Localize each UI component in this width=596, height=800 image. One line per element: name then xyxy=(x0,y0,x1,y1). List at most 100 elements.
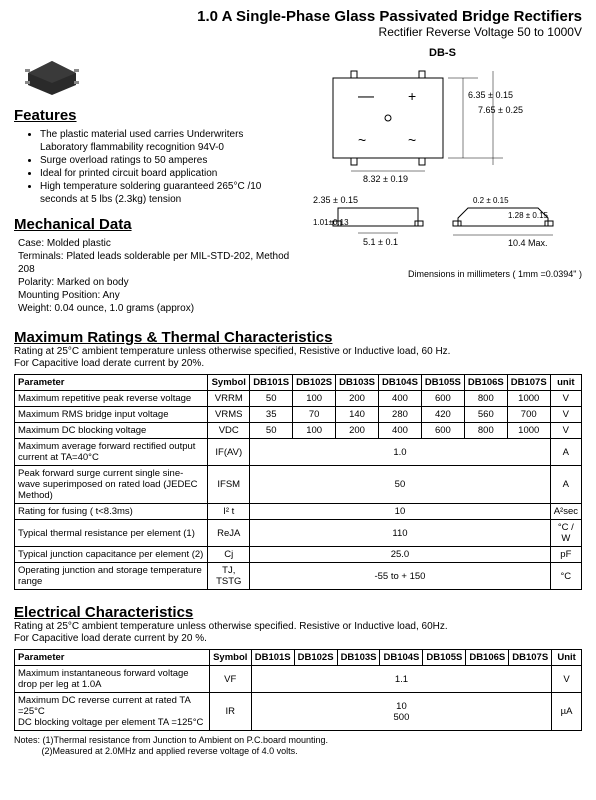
table-row: Rating for fusing ( t<8.3ms)I² t10A²sec xyxy=(15,504,582,520)
value-cell: 10 500 xyxy=(251,693,551,731)
feature-item: The plastic material used carries Underw… xyxy=(40,128,293,154)
table-header: DB101S xyxy=(251,650,294,666)
table-row: Typical junction capacitance per element… xyxy=(15,547,582,563)
value-cell: 800 xyxy=(464,423,507,439)
table-row: Typical thermal resistance per element (… xyxy=(15,520,582,547)
value-cell: 1.1 xyxy=(251,666,551,693)
symbol-cell: IR xyxy=(209,693,251,731)
svg-text:~: ~ xyxy=(358,132,366,148)
param-cell: Maximum RMS bridge input voltage xyxy=(15,407,208,423)
value-cell: 600 xyxy=(421,423,464,439)
table-header: DB104S xyxy=(379,375,422,391)
page-title: 1.0 A Single-Phase Glass Passivated Brid… xyxy=(14,8,582,25)
value-cell: 200 xyxy=(336,391,379,407)
unit-cell: °C xyxy=(550,563,581,590)
table-row: Maximum instantaneous forward voltage dr… xyxy=(15,666,582,693)
svg-text:6.35 ± 0.15: 6.35 ± 0.15 xyxy=(468,90,513,100)
value-cell: 140 xyxy=(336,407,379,423)
table-header: Parameter xyxy=(15,375,208,391)
mech-mounting: Mounting Position: Any xyxy=(18,289,293,302)
value-cell: -55 to + 150 xyxy=(250,563,550,590)
value-cell: 1000 xyxy=(507,423,550,439)
electrical-table: ParameterSymbolDB101SDB102SDB103SDB104SD… xyxy=(14,649,582,731)
ratings-heading: Maximum Ratings & Thermal Characteristic… xyxy=(14,329,582,346)
unit-cell: A xyxy=(550,439,581,466)
value-cell: 400 xyxy=(379,423,422,439)
table-header: DB106S xyxy=(466,650,509,666)
ratings-table: ParameterSymbolDB101SDB102SDB103SDB104SD… xyxy=(14,374,582,590)
unit-cell: A²sec xyxy=(550,504,581,520)
symbol-cell: VRRM xyxy=(208,391,250,407)
symbol-cell: IF(AV) xyxy=(208,439,250,466)
param-cell: Maximum repetitive peak reverse voltage xyxy=(15,391,208,407)
svg-text:10.4 Max.: 10.4 Max. xyxy=(508,238,548,248)
value-cell: 400 xyxy=(379,391,422,407)
svg-text:7.65 ± 0.25: 7.65 ± 0.25 xyxy=(478,105,523,115)
value-cell: 25.0 xyxy=(250,547,550,563)
symbol-cell: VDC xyxy=(208,423,250,439)
table-header: DB104S xyxy=(380,650,423,666)
value-cell: 700 xyxy=(507,407,550,423)
table-row: Maximum average forward rectified output… xyxy=(15,439,582,466)
table-row: Operating junction and storage temperatu… xyxy=(15,563,582,590)
symbol-cell: VRMS xyxy=(208,407,250,423)
mech-terminals: Terminals: Plated leads solderable per M… xyxy=(18,250,293,276)
svg-text:8.32 ± 0.19: 8.32 ± 0.19 xyxy=(363,174,408,184)
param-cell: Maximum DC blocking voltage xyxy=(15,423,208,439)
svg-text:1.01±0.13: 1.01±0.13 xyxy=(313,218,349,227)
param-cell: Operating junction and storage temperatu… xyxy=(15,563,208,590)
table-header: DB103S xyxy=(337,650,380,666)
value-cell: 1000 xyxy=(507,391,550,407)
table-row: Maximum repetitive peak reverse voltageV… xyxy=(15,391,582,407)
dimension-drawing-icon: — + ~ ~ 6.35 ± 0.15 7.65 ± 0.25 8.32 ± 0… xyxy=(313,63,573,263)
table-header: DB102S xyxy=(293,375,336,391)
package-drawing: DB-S — + ~ ~ 6.35 ± 0.15 7.65 ± 0.25 8.3… xyxy=(303,47,582,315)
mech-case: Case: Molded plastic xyxy=(18,237,293,250)
svg-text:~: ~ xyxy=(408,132,416,148)
table-header: Symbol xyxy=(209,650,251,666)
svg-text:1.28 ± 0.15: 1.28 ± 0.15 xyxy=(508,211,549,220)
value-cell: 560 xyxy=(464,407,507,423)
notes: Notes: (1)Thermal resistance from Juncti… xyxy=(14,735,582,757)
table-header: DB105S xyxy=(423,650,466,666)
value-cell: 110 xyxy=(250,520,550,547)
value-cell: 50 xyxy=(250,423,293,439)
param-cell: Maximum instantaneous forward voltage dr… xyxy=(15,666,210,693)
table-header: Symbol xyxy=(208,375,250,391)
symbol-cell: Cj xyxy=(208,547,250,563)
svg-text:—: — xyxy=(358,88,374,105)
table-header: Unit xyxy=(552,650,582,666)
param-cell: Typical thermal resistance per element (… xyxy=(15,520,208,547)
mech-weight: Weight: 0.04 ounce, 1.0 grams (approx) xyxy=(18,302,293,315)
unit-cell: pF xyxy=(550,547,581,563)
value-cell: 100 xyxy=(293,391,336,407)
package-label: DB-S xyxy=(303,47,582,59)
feature-item: High temperature soldering guaranteed 26… xyxy=(40,180,293,206)
table-header: DB101S xyxy=(250,375,293,391)
electrical-sub: Rating at 25°C ambient temperature unles… xyxy=(14,621,582,645)
svg-text:2.35 ± 0.15: 2.35 ± 0.15 xyxy=(313,195,358,205)
param-cell: Rating for fusing ( t<8.3ms) xyxy=(15,504,208,520)
unit-cell: V xyxy=(552,666,582,693)
table-header: DB103S xyxy=(336,375,379,391)
features-list: The plastic material used carries Underw… xyxy=(14,128,293,206)
table-row: Maximum DC reverse current at rated TA =… xyxy=(15,693,582,731)
unit-cell: °C / W xyxy=(550,520,581,547)
page-subtitle: Rectifier Reverse Voltage 50 to 1000V xyxy=(14,25,582,39)
unit-cell: A xyxy=(550,466,581,504)
param-cell: Maximum average forward rectified output… xyxy=(15,439,208,466)
value-cell: 50 xyxy=(250,391,293,407)
symbol-cell: ReJA xyxy=(208,520,250,547)
value-cell: 280 xyxy=(379,407,422,423)
mech-polarity: Polarity: Marked on body xyxy=(18,276,293,289)
features-heading: Features xyxy=(14,107,293,124)
svg-text:0.2 ± 0.15: 0.2 ± 0.15 xyxy=(473,196,509,205)
table-header: DB107S xyxy=(509,650,552,666)
table-header: DB105S xyxy=(421,375,464,391)
unit-cell: V xyxy=(550,391,581,407)
symbol-cell: TJ, TSTG xyxy=(208,563,250,590)
feature-item: Surge overload ratings to 50 amperes xyxy=(40,154,293,167)
value-cell: 100 xyxy=(293,423,336,439)
mechanical-heading: Mechanical Data xyxy=(14,216,293,233)
table-row: Maximum DC blocking voltageVDC5010020040… xyxy=(15,423,582,439)
